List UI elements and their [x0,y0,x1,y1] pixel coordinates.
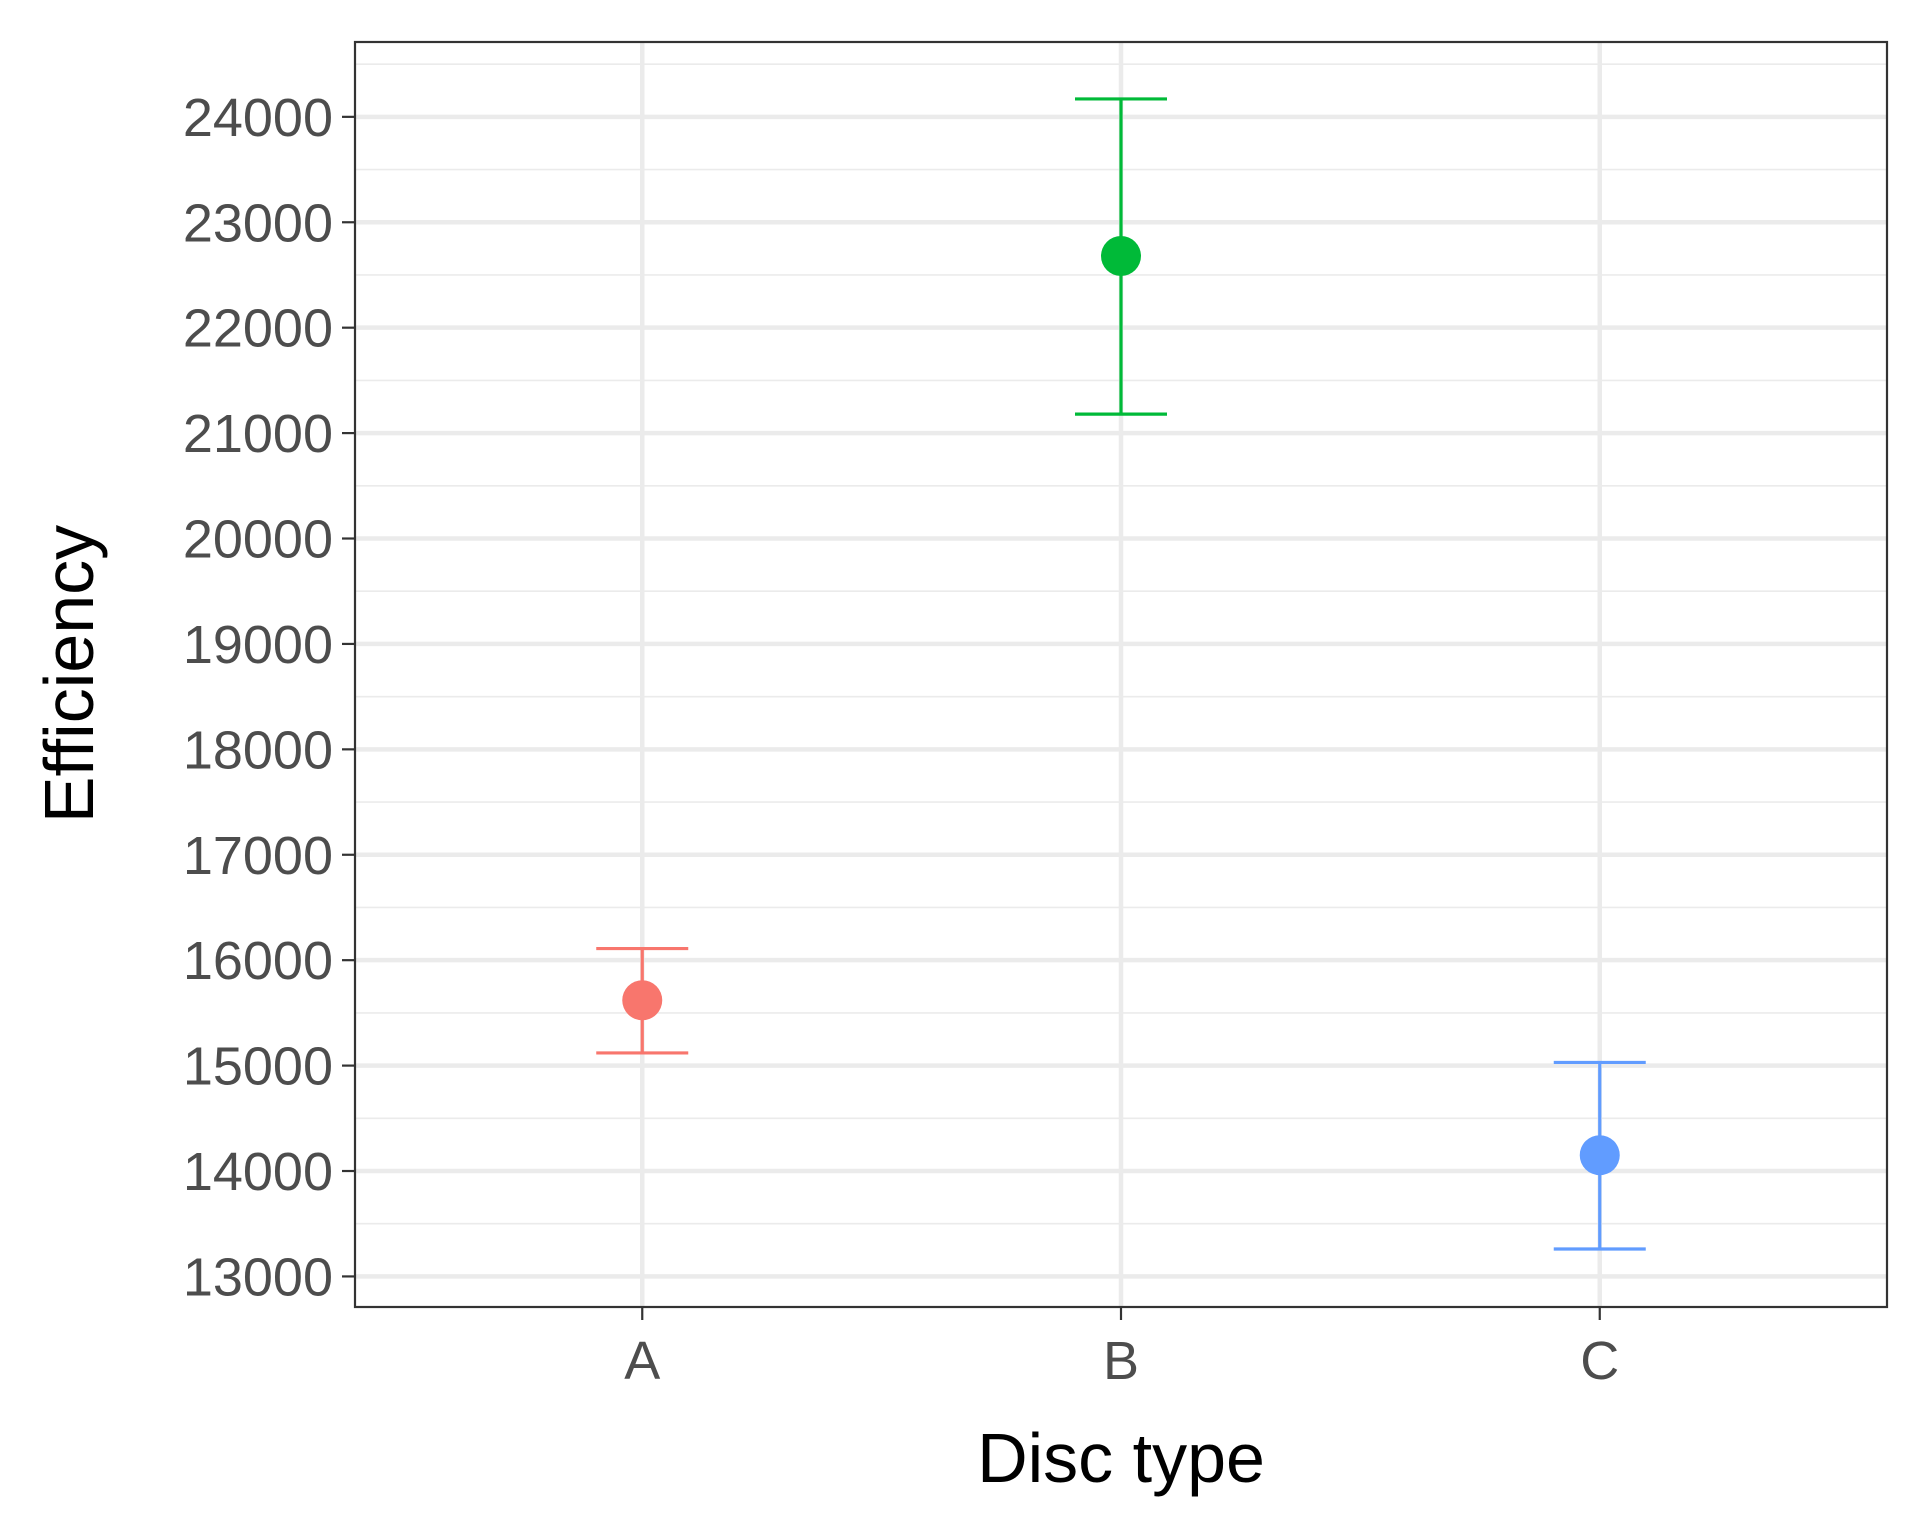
y-axis-ticks [342,115,355,1278]
y-tick-label: 20000 [183,510,333,570]
y-tick-label: 22000 [183,299,333,359]
x-tick-label: B [1103,1331,1139,1391]
x-axis-title: Disc type [977,1419,1265,1497]
x-axis-tick-labels: A B C [624,1331,1619,1391]
point-C [1579,1135,1620,1176]
y-tick-label: 24000 [183,88,333,148]
y-tick-label: 15000 [183,1037,333,1097]
point-B [1101,235,1141,276]
y-tick-label: 13000 [183,1247,333,1307]
y-axis-tick-labels: 13000 14000 15000 16000 17000 18000 19000 20000… [183,88,333,1308]
x-axis-ticks [641,1307,1601,1320]
data-points [622,235,1620,1176]
y-tick-label: 19000 [183,615,333,675]
x-tick-label: A [624,1331,660,1391]
y-axis-title: Efficiency [30,525,108,823]
y-tick-label: 18000 [183,720,333,780]
y-tick-label: 16000 [183,931,333,991]
point-A [622,980,663,1021]
y-tick-label: 21000 [183,404,333,464]
y-tick-label: 14000 [183,1142,333,1202]
y-tick-label: 17000 [183,826,333,886]
x-tick-label: C [1580,1331,1619,1391]
y-tick-label: 23000 [183,193,333,253]
